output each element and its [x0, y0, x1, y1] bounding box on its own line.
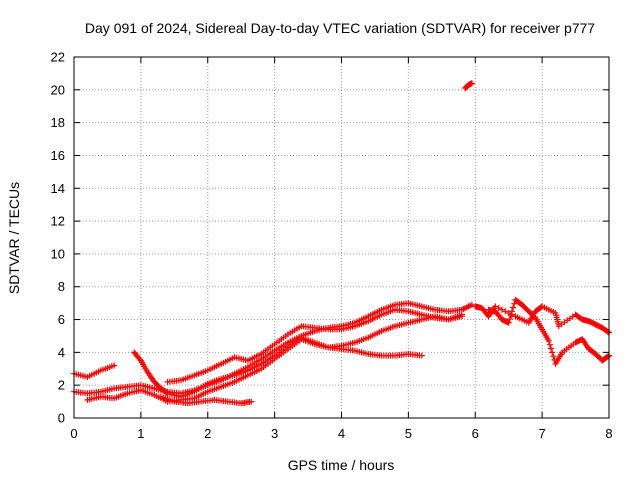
x-tick-label: 8: [605, 426, 612, 441]
y-tick-label: 18: [51, 115, 65, 130]
chart-title: Day 091 of 2024, Sidereal Day-to-day VTE…: [85, 20, 595, 36]
data-point: [418, 352, 425, 359]
data-point: [604, 328, 611, 335]
y-tick-label: 22: [51, 50, 65, 65]
y-axis-label: SDTVAR / TECUs: [6, 182, 22, 294]
x-axis-label: GPS time / hours: [288, 457, 395, 473]
y-tick-label: 12: [51, 214, 65, 229]
data-points: [71, 80, 612, 407]
x-tick-label: 7: [539, 426, 546, 441]
x-tick-label: 3: [271, 426, 278, 441]
data-point: [502, 308, 509, 315]
x-tick-label: 6: [472, 426, 479, 441]
y-tick-label: 4: [58, 345, 65, 360]
data-point: [604, 353, 611, 360]
data-point: [549, 349, 556, 356]
y-tick-label: 16: [51, 148, 65, 163]
data-point: [548, 345, 554, 352]
x-tick-label: 1: [137, 426, 144, 441]
x-tick-label: 4: [338, 426, 345, 441]
data-point: [492, 303, 499, 310]
y-tick-label: 8: [58, 279, 65, 294]
y-tick-label: 10: [51, 246, 65, 261]
data-point: [111, 362, 118, 369]
data-point: [505, 310, 512, 316]
y-tick-label: 2: [58, 378, 65, 393]
y-axis-ticks: 0 2 4 6 8 10 12 14 16 18 20 22: [51, 50, 609, 426]
x-tick-label: 0: [70, 426, 77, 441]
grid-lines: [74, 57, 609, 418]
data-point: [248, 398, 255, 405]
data-point: [545, 337, 552, 344]
x-axis-ticks: 0 1 2 3 4 5 6 7 8: [70, 57, 613, 441]
data-point: [509, 311, 515, 318]
data-point: [163, 389, 170, 396]
data-point: [546, 341, 553, 348]
y-tick-label: 14: [51, 181, 65, 196]
data-point: [510, 304, 517, 311]
y-tick-label: 6: [58, 312, 65, 327]
data-point: [468, 301, 475, 308]
y-tick-label: 20: [51, 82, 65, 97]
data-point: [505, 319, 512, 326]
data-point: [458, 311, 465, 318]
data-point: [499, 306, 505, 313]
data-point: [506, 316, 513, 322]
data-point: [495, 305, 502, 312]
x-tick-label: 2: [204, 426, 211, 441]
data-point: [468, 80, 475, 87]
data-point: [550, 353, 557, 360]
y-tick-label: 0: [58, 411, 65, 426]
x-tick-label: 5: [405, 426, 412, 441]
